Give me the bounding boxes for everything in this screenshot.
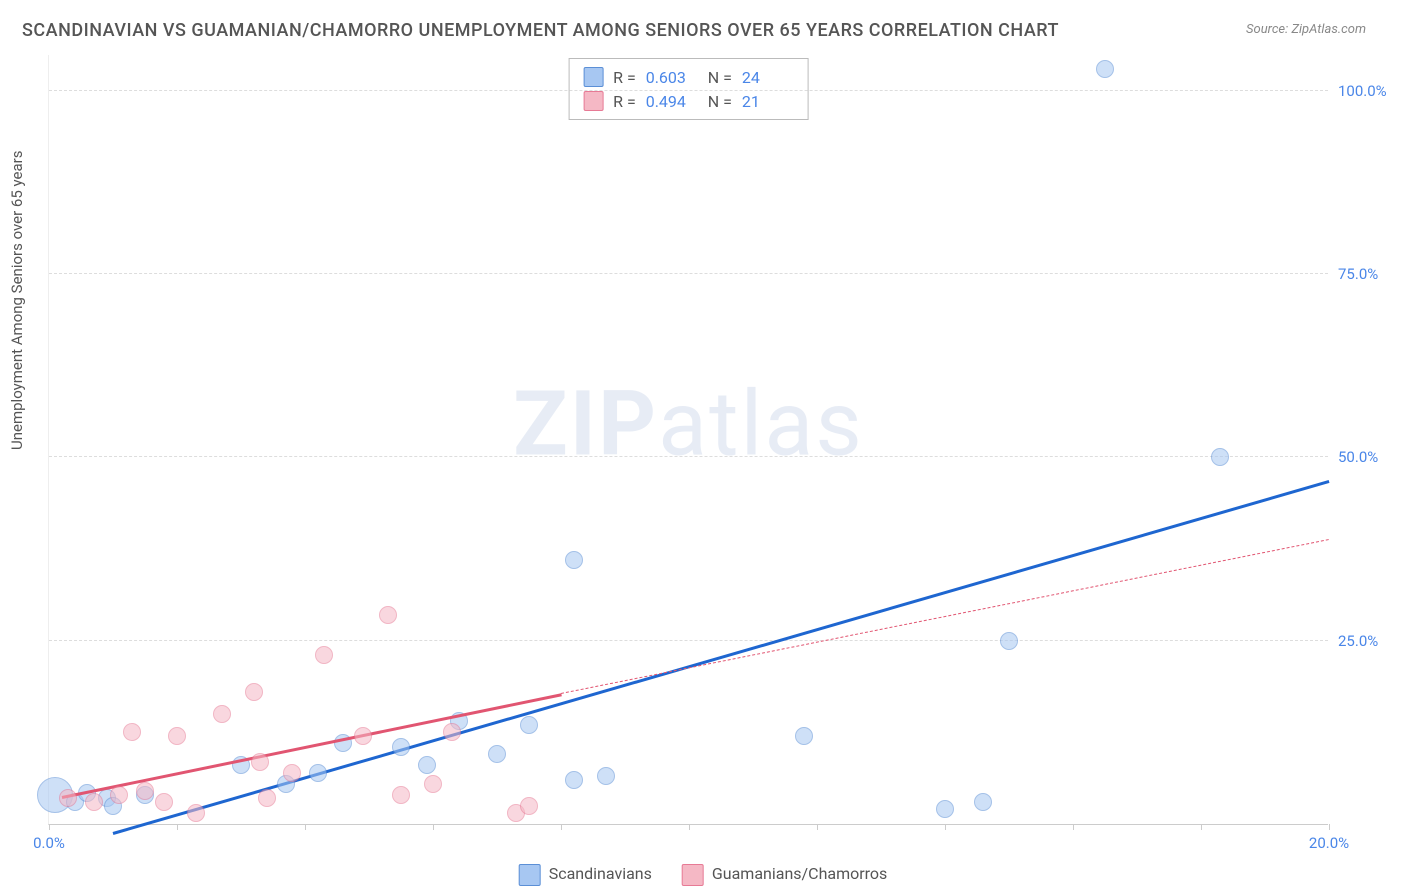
data-point-guamanians — [213, 705, 231, 723]
data-point-scandinavians — [795, 727, 813, 745]
data-point-scandinavians — [974, 793, 992, 811]
trend-line — [61, 693, 561, 799]
data-point-guamanians — [110, 786, 128, 804]
data-point-guamanians — [354, 727, 372, 745]
source-name: ZipAtlas.com — [1291, 22, 1366, 37]
watermark-bold: ZIP — [513, 372, 658, 477]
scatter-plot: ZIPatlas R = 0.603 N = 24 R = 0.494 N = … — [48, 55, 1328, 825]
trend-line — [561, 539, 1329, 694]
data-point-scandinavians — [936, 800, 954, 818]
trend-line — [113, 480, 1330, 835]
legend-item-guamanians: Guamanians/Chamorros — [682, 864, 887, 886]
x-tick-label: 20.0% — [1309, 834, 1349, 852]
source-attribution: Source: ZipAtlas.com — [1246, 22, 1366, 37]
r-value-guamanians: 0.494 — [646, 92, 698, 111]
y-tick-label: 100.0% — [1338, 82, 1398, 100]
data-point-scandinavians — [1000, 632, 1018, 650]
x-tick — [1073, 824, 1074, 830]
swatch-guamanians — [583, 91, 603, 111]
data-point-scandinavians — [1096, 60, 1114, 78]
watermark-rest: atlas — [658, 372, 864, 477]
data-point-scandinavians — [488, 745, 506, 763]
x-tick — [433, 824, 434, 830]
x-tick — [305, 824, 306, 830]
swatch-scandinavians — [583, 67, 603, 87]
data-point-scandinavians — [418, 756, 436, 774]
x-tick — [945, 824, 946, 830]
data-point-scandinavians — [565, 771, 583, 789]
data-point-guamanians — [155, 793, 173, 811]
data-point-guamanians — [424, 775, 442, 793]
x-tick — [49, 824, 50, 830]
y-tick-label: 25.0% — [1338, 632, 1398, 650]
data-point-guamanians — [520, 797, 538, 815]
x-tick — [177, 824, 178, 830]
gridline-h — [49, 273, 1328, 274]
legend-swatch-guamanians — [682, 864, 704, 886]
n-value-scandinavians: 24 — [742, 68, 794, 87]
x-tick — [1329, 824, 1330, 830]
data-point-guamanians — [392, 786, 410, 804]
r-label: R = — [613, 92, 636, 111]
x-tick-label: 0.0% — [33, 834, 65, 852]
gridline-h — [49, 640, 1328, 641]
data-point-guamanians — [443, 723, 461, 741]
y-axis-label: Unemployment Among Seniors over 65 years — [8, 151, 26, 450]
data-point-guamanians — [168, 727, 186, 745]
legend-label-scandinavians: Scandinavians — [549, 864, 652, 883]
chart-title: SCANDINAVIAN VS GUAMANIAN/CHAMORRO UNEMP… — [22, 20, 1059, 41]
data-point-guamanians — [251, 753, 269, 771]
data-point-scandinavians — [392, 738, 410, 756]
x-tick — [689, 824, 690, 830]
data-point-guamanians — [379, 606, 397, 624]
watermark: ZIPatlas — [513, 372, 864, 477]
source-prefix: Source: — [1246, 22, 1291, 37]
data-point-scandinavians — [1211, 448, 1229, 466]
data-point-guamanians — [123, 723, 141, 741]
legend-item-scandinavians: Scandinavians — [519, 864, 652, 886]
stats-row-guamanians: R = 0.494 N = 21 — [583, 89, 794, 113]
r-label: R = — [613, 68, 636, 87]
data-point-guamanians — [59, 789, 77, 807]
gridline-h — [49, 90, 1328, 91]
n-label: N = — [708, 92, 732, 111]
data-point-guamanians — [245, 683, 263, 701]
data-point-scandinavians — [565, 551, 583, 569]
gridline-h — [49, 456, 1328, 457]
legend: Scandinavians Guamanians/Chamorros — [519, 864, 888, 886]
legend-swatch-scandinavians — [519, 864, 541, 886]
n-value-guamanians: 21 — [742, 92, 794, 111]
legend-label-guamanians: Guamanians/Chamorros — [712, 864, 887, 883]
data-point-guamanians — [85, 793, 103, 811]
y-tick-label: 50.0% — [1338, 448, 1398, 466]
r-value-scandinavians: 0.603 — [646, 68, 698, 87]
stats-row-scandinavians: R = 0.603 N = 24 — [583, 65, 794, 89]
data-point-guamanians — [136, 782, 154, 800]
data-point-guamanians — [315, 646, 333, 664]
x-tick — [561, 824, 562, 830]
y-tick-label: 75.0% — [1338, 265, 1398, 283]
x-tick — [817, 824, 818, 830]
x-tick — [1201, 824, 1202, 830]
data-point-scandinavians — [520, 716, 538, 734]
data-point-guamanians — [258, 789, 276, 807]
data-point-scandinavians — [597, 767, 615, 785]
n-label: N = — [708, 68, 732, 87]
data-point-scandinavians — [309, 764, 327, 782]
data-point-guamanians — [283, 764, 301, 782]
data-point-guamanians — [187, 804, 205, 822]
